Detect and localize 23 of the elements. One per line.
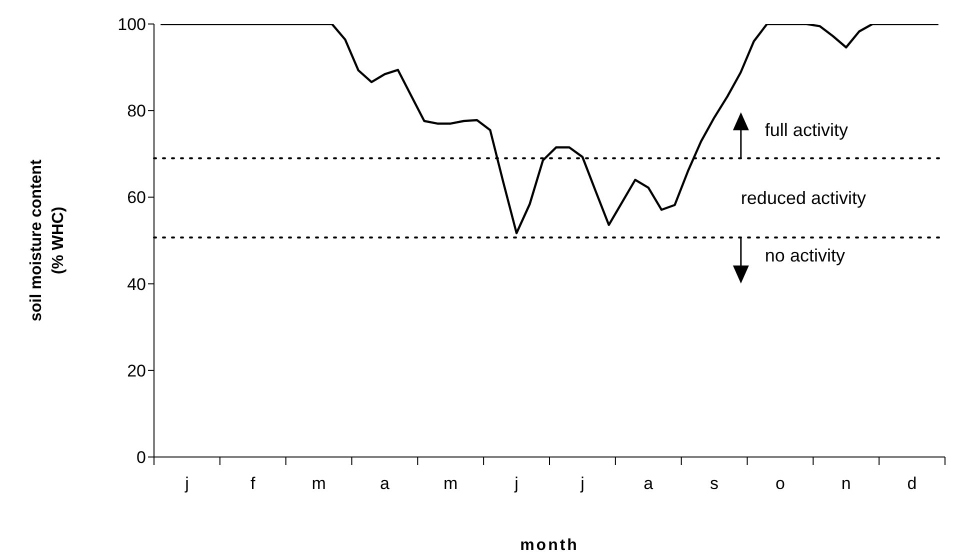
annotation: no activity: [764, 245, 845, 266]
x-tick-label: d: [907, 474, 917, 494]
y-tick-label: 40: [127, 274, 146, 294]
x-tick-label: n: [841, 474, 851, 494]
y-axis-title: soil moisture content (% WHC): [28, 158, 67, 322]
x-tick-label: a: [644, 474, 654, 494]
x-axis-title: month: [520, 537, 579, 554]
y-tick-label: 0: [136, 448, 146, 468]
x-tick-label: j: [580, 474, 584, 494]
x-tick-label: f: [250, 474, 256, 494]
annotation: reduced activity: [740, 188, 866, 208]
annotation: full activity: [764, 120, 848, 140]
x-tick-label: a: [380, 474, 390, 494]
x-tick-label: o: [775, 474, 785, 494]
x-tick-label: j: [514, 474, 518, 494]
x-tick-label: j: [184, 474, 189, 494]
y-tick-label: 20: [127, 361, 146, 380]
x-tick-label: m: [444, 474, 458, 494]
x-tick-label: s: [710, 474, 719, 494]
y-tick-label: 100: [118, 15, 146, 34]
y-tick-label: 60: [127, 188, 146, 208]
x-tick-label: m: [312, 474, 326, 494]
y-tick-label: 80: [127, 102, 146, 121]
